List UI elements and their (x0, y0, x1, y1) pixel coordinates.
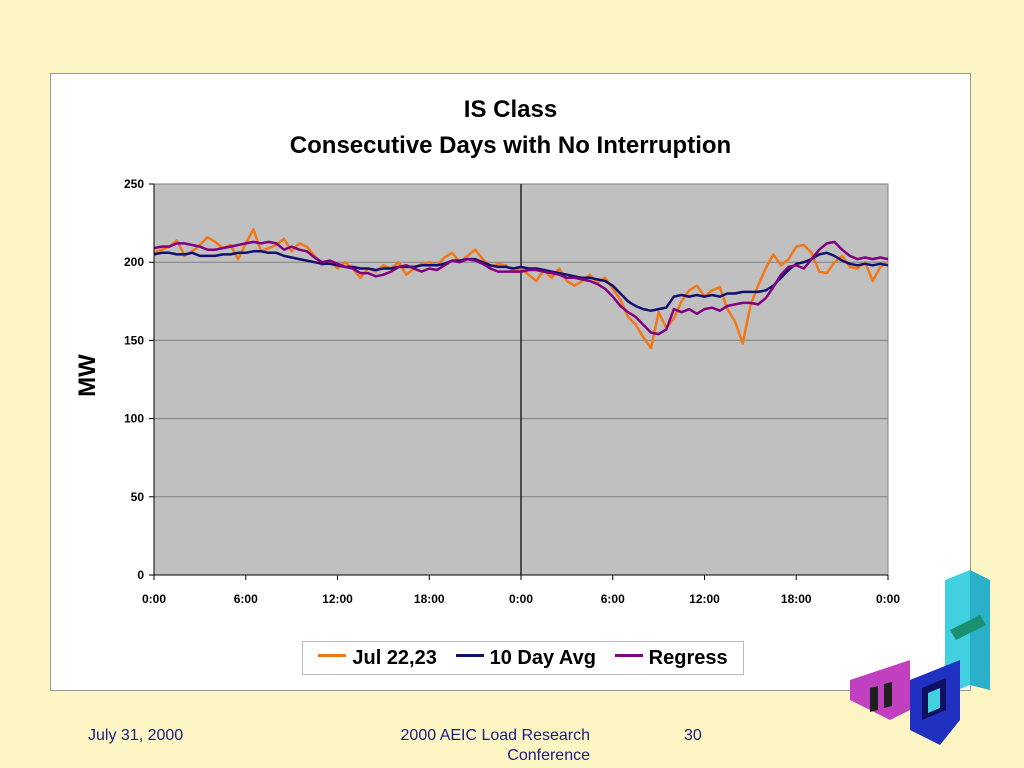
y-axis-label: MW (74, 354, 101, 397)
series-line-1 (153, 250, 889, 312)
line-chart: 0 50 100 150 200 250 0:00 6:00 12:00 18:00 0:00 6:… (74, 177, 900, 606)
footer-date: July 31, 2000 (88, 727, 184, 744)
series-lines (153, 228, 889, 350)
y-tick-label: 200 (124, 255, 144, 269)
y-tick-label: 0 (137, 568, 144, 582)
x-tick-label: 12:00 (689, 592, 720, 606)
legend-label: 10 Day Avg (489, 646, 596, 669)
chart-title: IS Class (463, 96, 558, 123)
x-tick-label: 12:00 (322, 592, 353, 606)
y-tick-labels: 0 50 100 150 200 250 (124, 177, 144, 582)
chart-subtitle: Consecutive Days with No Interruption (289, 132, 732, 159)
legend-label: Regress (648, 646, 728, 669)
x-tick-label: 6:00 (601, 592, 625, 606)
legend-item-10day: 10 Day Avg (455, 646, 596, 670)
y-tick-label: 100 (124, 412, 144, 426)
legend-item-regress: Regress (614, 646, 728, 670)
legend-swatch (455, 653, 484, 657)
chart-legend: Jul 22,23 10 Day Avg Regress (302, 641, 744, 675)
axes (149, 183, 889, 580)
footer-page-number: 30 (684, 727, 702, 744)
y-tick-label: 150 (124, 333, 144, 347)
chart-panel: IS Class Consecutive Days with No Interr… (50, 73, 971, 691)
x-tick-label: 18:00 (781, 592, 812, 606)
y-tick-label: 250 (124, 177, 144, 191)
series-line-2 (153, 240, 889, 336)
building-clipart-icon (850, 570, 990, 745)
x-tick-label: 18:00 (414, 592, 445, 606)
legend-swatch (614, 653, 643, 657)
x-tick-labels: 0:00 6:00 12:00 18:00 0:00 6:00 12:00 18:00 0:00 (142, 592, 900, 606)
legend-item-jul: Jul 22,23 (318, 647, 437, 670)
legend-label: Jul 22,23 (352, 646, 437, 669)
x-tick-label: 0:00 (876, 592, 900, 606)
y-tick-label: 50 (131, 490, 145, 504)
footer-conference: 2000 AEIC Load Research Conference (400, 727, 590, 764)
x-tick-label: 0:00 (509, 592, 533, 606)
x-tick-label: 6:00 (234, 592, 258, 606)
legend-swatch (318, 653, 347, 657)
x-tick-label: 0:00 (142, 592, 166, 606)
